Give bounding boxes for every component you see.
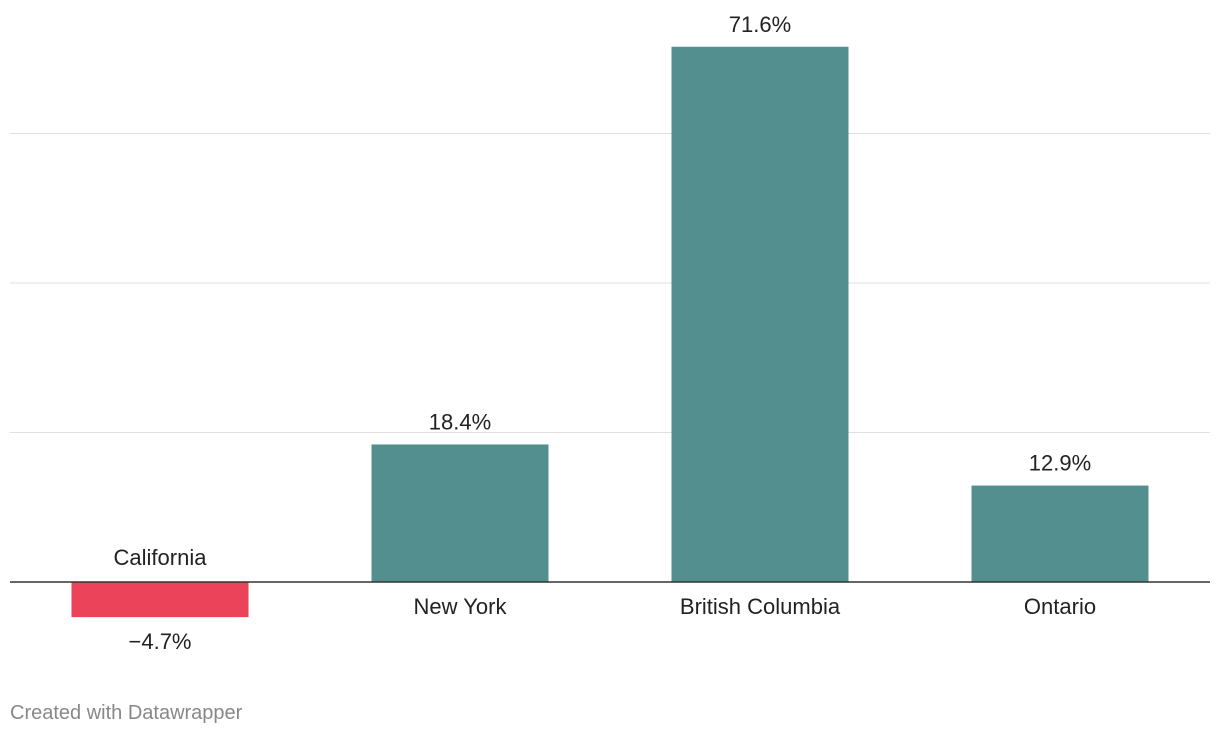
category-label-ontario: Ontario [1024,594,1096,619]
bar-ontario [971,485,1149,582]
category-label-california: California [114,545,208,570]
footer-credit: Created with Datawrapper [10,702,243,724]
bars [71,46,1149,618]
labels: −4.7% California 18.4% New York 71.6% British… [114,12,1097,654]
gridlines [10,133,1210,433]
category-label-new-york: New York [414,594,508,619]
bar-new-york [371,444,549,582]
category-label-british-columbia: British Columbia [680,594,841,619]
bar-british-columbia [671,46,849,583]
value-label-ontario: 12.9% [1029,451,1091,476]
value-label-british-columbia: 71.6% [729,12,791,37]
bar-california [71,582,249,618]
value-label-new-york: 18.4% [429,409,491,434]
value-label-california: −4.7% [129,629,192,654]
